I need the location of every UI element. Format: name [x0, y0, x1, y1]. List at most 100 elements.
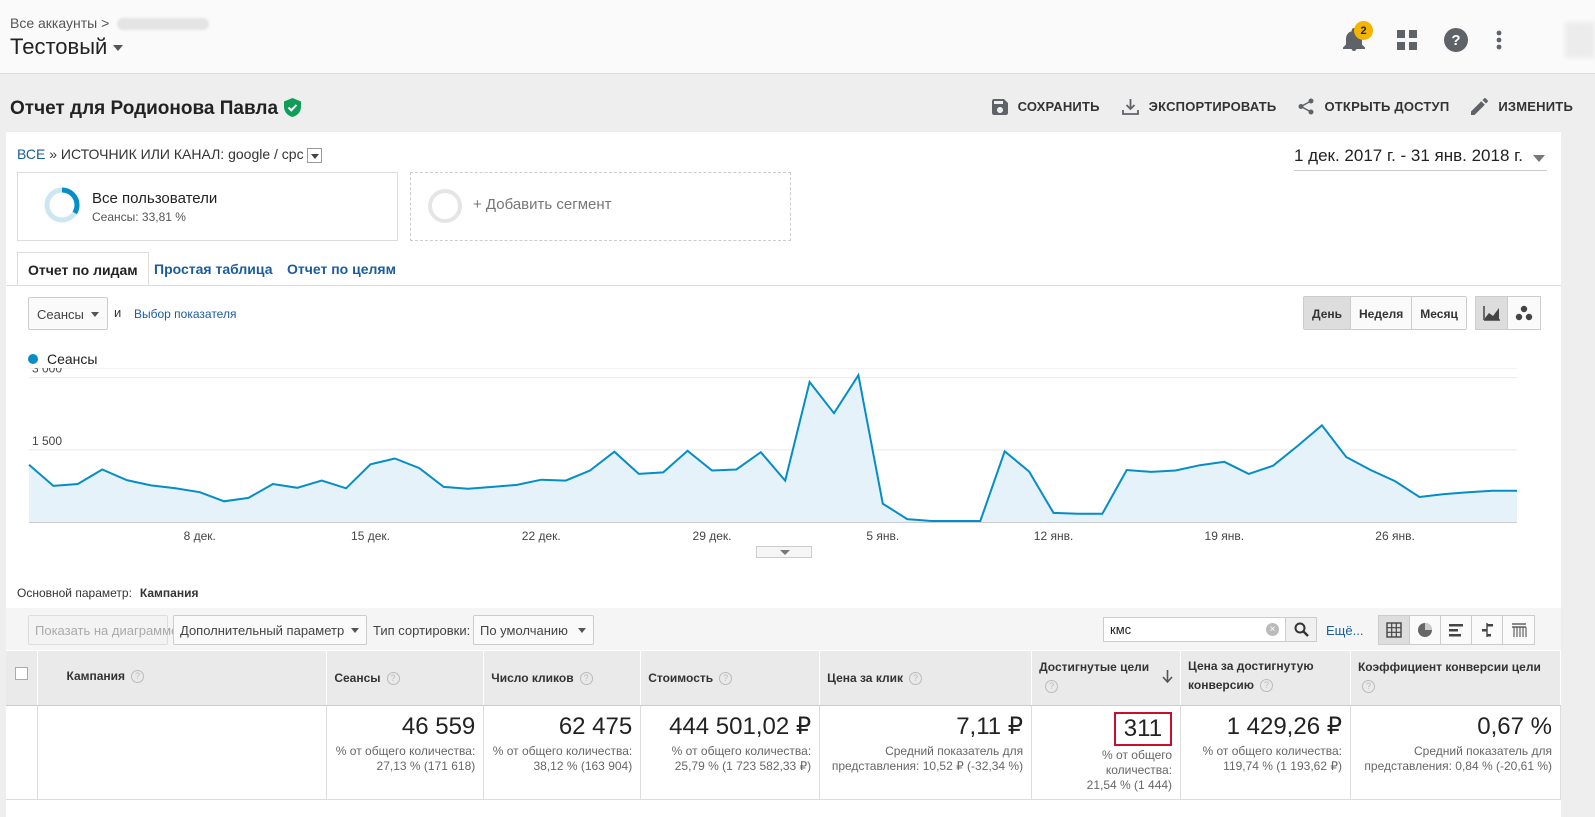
sessions-area [29, 375, 1517, 522]
notifications-button[interactable]: 2 [1334, 20, 1374, 60]
help-icon[interactable]: ? [1045, 680, 1059, 693]
period-month-button[interactable]: Месяц [1412, 297, 1466, 329]
notification-badge: 2 [1354, 21, 1373, 40]
save-label[interactable]: СОХРАНИТЬ [1017, 99, 1100, 114]
help-button[interactable]: ? [1436, 20, 1476, 60]
performance-view-button[interactable] [1441, 616, 1472, 644]
breadcrumb-all-link[interactable]: ВСЕ [17, 146, 46, 162]
column-cpc-label[interactable]: Цена за клик [827, 671, 903, 685]
column-clicks-label[interactable]: Число кликов [491, 671, 574, 685]
legend-label: Сеансы [47, 351, 98, 367]
bubble-chart-icon [1515, 305, 1533, 321]
metric-select[interactable]: Сеансы [28, 297, 108, 330]
export-button[interactable]: ЭКСПОРТИРОВАТЬ [1121, 98, 1277, 115]
total-cost: 444 501,02 ₽ % от общего количества: 25,7… [640, 705, 821, 800]
x-tick-label: 15 дек. [351, 529, 390, 543]
select-all-cell [6, 651, 39, 706]
help-icon[interactable]: ? [386, 672, 400, 685]
tab-simple-table[interactable]: Простая таблица [154, 261, 273, 277]
report-table: Кампания? Сеансы? Число кликов? Стоимост… [6, 651, 1562, 800]
tab-goals-report[interactable]: Отчет по целям [287, 261, 396, 277]
apps-grid-icon[interactable] [1397, 30, 1417, 50]
segment-all-users[interactable]: Все пользователи Сеансы: 33,81 % [17, 172, 398, 241]
primary-dimension-label: Основной параметр: [17, 586, 132, 600]
column-cpc[interactable]: Цена за клик? [819, 651, 1033, 706]
more-menu-button[interactable] [1479, 20, 1519, 60]
help-icon[interactable]: ? [1260, 679, 1273, 692]
add-segment-button[interactable]: + Добавить сегмент [410, 172, 791, 241]
column-cost[interactable]: Стоимость? [640, 651, 821, 706]
help-icon[interactable]: ? [1361, 680, 1375, 693]
column-sessions-label[interactable]: Сеансы [334, 671, 381, 685]
column-goal-completions[interactable]: Достигнутые цели? [1031, 651, 1182, 706]
help-icon[interactable]: ? [719, 672, 733, 685]
line-chart-button[interactable] [1476, 297, 1508, 329]
table-search-input[interactable]: кмс × [1103, 617, 1286, 642]
totals-checkbox-cell [6, 705, 39, 800]
x-tick-label: 19 янв. [1205, 529, 1245, 543]
segment-name: Все пользователи [92, 190, 218, 207]
motion-chart-button[interactable] [1508, 297, 1540, 329]
total-cost-share: % от общего количества: 25,79 % (1 723 5… [671, 743, 812, 773]
advanced-filter-link[interactable]: Ещё... [1326, 623, 1364, 638]
total-cost-per-conversion: 1 429,26 ₽ % от общего количества: 119,74… [1180, 705, 1351, 800]
column-campaign-label[interactable]: Кампания [66, 669, 126, 683]
select-all-checkbox[interactable] [15, 667, 29, 680]
comparison-view-button[interactable] [1472, 616, 1503, 644]
column-goal-completions-label[interactable]: Достигнутые цели [1039, 660, 1150, 674]
column-cost-per-conversion-label[interactable]: Цена за достигнутую конверсию [1188, 659, 1314, 692]
search-button[interactable] [1285, 617, 1317, 642]
collapse-chart-handle[interactable] [756, 546, 812, 558]
help-icon[interactable]: ? [908, 672, 922, 685]
share-label[interactable]: ОТКРЫТЬ ДОСТУП [1324, 99, 1450, 114]
export-label[interactable]: ЭКСПОРТИРОВАТЬ [1148, 99, 1277, 114]
chevron-down-icon[interactable] [113, 45, 124, 52]
period-day-button[interactable]: День [1304, 297, 1351, 329]
all-accounts-label[interactable]: Все аккаунты > [10, 15, 110, 31]
tab-leads-report[interactable]: Отчет по лидам [17, 252, 149, 286]
breadcrumb-dropdown-icon[interactable] [306, 147, 322, 163]
table-toolbar: Показать на диаграмме Дополнительный пар… [6, 608, 1561, 650]
column-clicks[interactable]: Число кликов? [483, 651, 642, 706]
total-conversion-rate-value: 0,67 % [1477, 712, 1552, 740]
search-value[interactable]: кмс [1110, 622, 1132, 637]
select-metric-link[interactable]: Выбор показателя [134, 307, 237, 321]
x-tick-label: 29 дек. [693, 529, 732, 543]
data-view-button[interactable] [1379, 616, 1410, 644]
breadcrumb-filter: ИСТОЧНИК ИЛИ КАНАЛ: google / cpc [60, 146, 304, 162]
share-button[interactable]: ОТКРЫТЬ ДОСТУП [1298, 98, 1449, 115]
clear-search-icon[interactable]: × [1266, 623, 1279, 636]
help-icon[interactable]: ? [579, 672, 593, 685]
edit-label[interactable]: ИЗМЕНИТЬ [1498, 99, 1573, 114]
total-goal-completions: 311% от общего количества: 21,54 % (1 44… [1031, 705, 1182, 800]
save-button[interactable]: СОХРАНИТЬ [991, 98, 1100, 115]
account-selector[interactable]: Тестовый [10, 34, 124, 60]
secondary-dimension-select[interactable]: Дополнительный параметр [173, 615, 367, 645]
date-range-picker[interactable]: 1 дек. 2017 г. - 31 янв. 2018 г. [1293, 146, 1547, 171]
help-icon[interactable]: ? [1444, 28, 1468, 52]
edit-button[interactable]: ИЗМЕНИТЬ [1471, 98, 1573, 115]
period-week-button[interactable]: Неделя [1351, 297, 1413, 329]
account-name[interactable]: Тестовый [10, 34, 108, 59]
total-cpc-average: Средний показатель для представления: 10… [831, 743, 1024, 773]
pivot-view-button[interactable] [1503, 616, 1534, 644]
more-vert-icon[interactable] [1496, 30, 1502, 50]
column-cost-label[interactable]: Стоимость [648, 671, 714, 685]
column-campaign[interactable]: Кампания? [37, 651, 328, 706]
column-sessions[interactable]: Сеансы? [326, 651, 485, 706]
help-icon[interactable]: ? [131, 670, 145, 683]
all-accounts-link[interactable]: Все аккаунты > [10, 15, 210, 31]
add-segment-label[interactable]: + Добавить сегмент [473, 196, 612, 213]
plot-rows-button[interactable]: Показать на диаграмме [28, 615, 178, 645]
column-goal-conversion-rate-label[interactable]: Коэффициент конверсии цели [1357, 660, 1541, 674]
download-icon [1121, 99, 1139, 115]
total-cost-value: 444 501,02 ₽ [669, 712, 812, 740]
avatar[interactable] [1565, 22, 1595, 58]
apps-button[interactable] [1387, 20, 1427, 60]
percentage-view-button[interactable] [1410, 616, 1441, 644]
sort-type-select[interactable]: По умолчанию [473, 615, 594, 645]
column-goal-conversion-rate[interactable]: Коэффициент конверсии цели? [1350, 651, 1562, 706]
sort-descending-icon[interactable] [1162, 670, 1173, 683]
pencil-icon [1471, 98, 1489, 115]
column-cost-per-conversion[interactable]: Цена за достигнутую конверсию? [1180, 651, 1351, 706]
